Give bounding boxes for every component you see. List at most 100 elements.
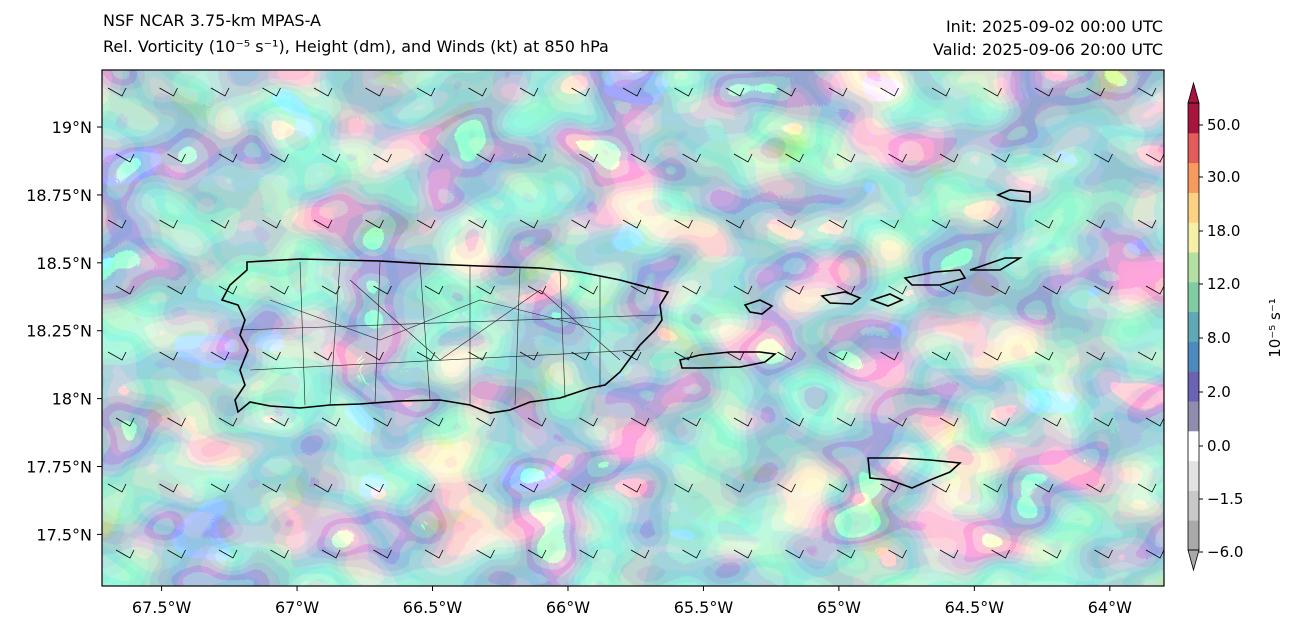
valid-time: Valid: 2025-09-06 20:00 UTC [932, 40, 1163, 59]
wind-barb [159, 219, 178, 229]
wind-barb [630, 417, 650, 427]
wind-barb [725, 351, 745, 361]
wind-barb [424, 153, 444, 163]
wind-barb [218, 153, 238, 163]
wind-barb [571, 351, 590, 361]
culebra-coastline [743, 299, 774, 315]
wind-barb [983, 351, 1002, 361]
wind-barb [939, 285, 959, 295]
wind-barb [733, 153, 753, 163]
wind-barb [1034, 483, 1054, 493]
wind-barb [828, 219, 848, 229]
wind-barb [365, 219, 384, 229]
wind-barb [674, 483, 693, 493]
colorbar-swatch [1188, 371, 1199, 402]
wind-barb [210, 219, 230, 229]
init-time: Init: 2025-09-02 00:00 UTC [945, 17, 1163, 36]
wind-barb [1094, 153, 1113, 163]
wind-barb [115, 417, 135, 427]
wind-barb [622, 219, 642, 229]
coastlines [220, 189, 1031, 489]
wind-barb [733, 417, 753, 427]
vorticity-field [102, 70, 1164, 586]
wind-barb [939, 417, 959, 427]
wind-barb [725, 219, 745, 229]
wind-barb [468, 87, 487, 97]
tortola-coastline [903, 269, 967, 286]
wind-barb [733, 285, 753, 295]
wind-barb [777, 219, 796, 229]
colorbar-swatch [1188, 162, 1199, 193]
colorbar-tick-label: 50.0 [1207, 116, 1240, 134]
field-title: Rel. Vorticity (10⁻⁵ s⁻¹), Height (dm), … [103, 37, 609, 56]
wind-barb [1094, 549, 1113, 559]
wind-barb [424, 549, 444, 559]
colorbar-extend-top [1187, 81, 1200, 104]
wind-barb [828, 483, 848, 493]
wind-barb [1086, 483, 1105, 493]
wind-barb [630, 153, 650, 163]
wind-barb [880, 87, 899, 97]
wind-barb [991, 549, 1010, 559]
wind-barb [115, 285, 135, 295]
colorbar-tick-label: 8.0 [1207, 329, 1231, 347]
wind-barb [1145, 417, 1164, 427]
colorbar-swatch [1188, 192, 1199, 223]
lat-tick-label: 18°N [52, 390, 92, 409]
wind-barb [313, 87, 333, 97]
colorbar-tick-label: −6.0 [1207, 543, 1243, 561]
wind-barb [1086, 87, 1105, 97]
wind-barb [115, 549, 135, 559]
lon-tick-label: 65.5°W [674, 598, 734, 617]
wind-barb [468, 483, 487, 493]
wind-barb [777, 87, 796, 97]
wind-barb [321, 285, 341, 295]
wind-barb [828, 351, 848, 361]
wind-barb [880, 483, 899, 493]
wind-barb [373, 549, 392, 559]
lon-tick-label: 66°W [546, 598, 590, 617]
wind-barb [365, 351, 384, 361]
colorbar-swatch [1188, 520, 1199, 551]
wind-barb [622, 483, 642, 493]
wind-barb [1145, 153, 1164, 163]
wind-barb [218, 549, 238, 559]
wind-barb [167, 549, 186, 559]
wind-barb [622, 87, 642, 97]
wind-barb [321, 549, 341, 559]
wind-barb [476, 549, 495, 559]
wind-barb [939, 153, 959, 163]
wind-barb [630, 549, 650, 559]
wind-barb [674, 87, 693, 97]
lat-tick-label: 17.5°N [36, 525, 92, 544]
wind-barb [888, 549, 907, 559]
wind-barb [210, 87, 230, 97]
wind-barb [725, 87, 745, 97]
wind-barb [1042, 417, 1062, 427]
colorbar-frame [1187, 102, 1200, 551]
wind-barb [527, 285, 547, 295]
wind-barb [785, 417, 804, 427]
wind-barb [476, 285, 495, 295]
wind-barb [1034, 351, 1054, 361]
colorbar-tick-label: 12.0 [1207, 275, 1240, 293]
wind-barb [630, 285, 650, 295]
wind-barb [888, 417, 907, 427]
model-title: NSF NCAR 3.75-km MPAS-A [103, 11, 321, 30]
wind-barb [262, 351, 281, 361]
colorbar-swatch [1188, 341, 1199, 372]
wind-barb [1086, 351, 1105, 361]
wind-barb [210, 483, 230, 493]
wind-barb [313, 219, 333, 229]
wind-barb [579, 285, 598, 295]
colorbar-units: 10⁻⁵ s⁻¹ [1266, 298, 1284, 358]
longitude-axis: 67.5°W 67°W 66.5°W 66°W 65.5°W 65°W 64.5°W 64°W [132, 586, 1132, 617]
colorbar-swatch [1188, 281, 1199, 313]
wind-barb [373, 285, 392, 295]
wind-barb [785, 153, 804, 163]
lat-tick-label: 17.75°N [26, 458, 92, 477]
colorbar: 50.0 30.0 18.0 12.0 8.0 2.0 0.0 −1.5 −6.0 [1187, 81, 1243, 572]
wind-barb [1137, 483, 1157, 493]
st-john-coastline [869, 293, 904, 307]
colorbar-swatch [1188, 460, 1199, 491]
